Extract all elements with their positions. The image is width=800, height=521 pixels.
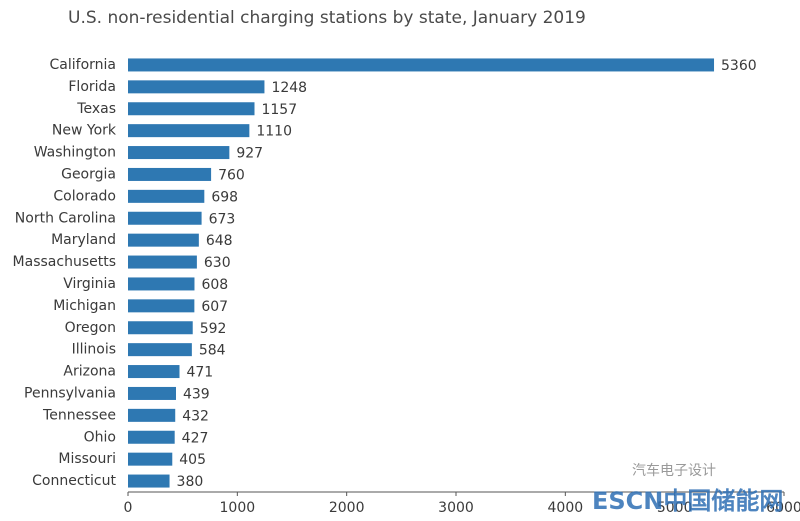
y-tick-label: Florida: [68, 79, 116, 95]
value-label: 698: [211, 189, 238, 205]
y-tick-label: Ohio: [84, 429, 116, 445]
y-tick-label: Tennessee: [42, 407, 116, 423]
value-label: 427: [182, 430, 209, 446]
x-tick-label: 3000: [438, 500, 474, 516]
bar: [128, 167, 212, 181]
value-label: 592: [200, 321, 227, 337]
bar: [128, 321, 193, 335]
bar: [128, 452, 173, 466]
y-tick-label: Colorado: [53, 188, 116, 204]
bar: [128, 386, 176, 400]
bar: [128, 189, 205, 203]
value-label: 608: [201, 277, 228, 293]
bar: [128, 255, 197, 269]
value-label: 432: [182, 408, 209, 424]
bar: [128, 299, 195, 313]
x-tick-label: 1000: [220, 500, 256, 516]
value-label: 630: [204, 255, 231, 271]
bar: [128, 211, 202, 225]
y-tick-label: Washington: [34, 145, 116, 161]
y-tick-label: Georgia: [61, 166, 116, 182]
bar: [128, 58, 715, 72]
value-label: 607: [201, 299, 228, 315]
watermark: ESCN中国储能网: [592, 487, 783, 515]
y-tick-label: Oregon: [65, 320, 116, 336]
y-tick-label: Massachusetts: [13, 254, 116, 270]
bar: [128, 146, 230, 160]
bar: [128, 124, 250, 138]
bar: [128, 277, 195, 291]
value-label: 471: [186, 365, 213, 381]
value-label: 927: [236, 146, 263, 162]
value-label: 1248: [271, 80, 307, 96]
value-label: 673: [209, 211, 236, 227]
y-tick-label: New York: [52, 123, 117, 139]
watermark: 汽车电子设计: [632, 462, 716, 479]
y-tick-label: Virginia: [63, 276, 116, 292]
x-tick-label: 4000: [548, 500, 584, 516]
value-label: 760: [218, 167, 245, 183]
bar: [128, 233, 199, 247]
value-label: 439: [183, 386, 210, 402]
y-tick-label: Texas: [76, 101, 116, 117]
chart-title: U.S. non-residential charging stations b…: [68, 8, 586, 28]
bar: [128, 408, 176, 422]
value-label: 5360: [721, 58, 757, 74]
y-tick-label: Illinois: [72, 342, 116, 358]
y-tick-label: North Carolina: [15, 210, 116, 226]
value-label: 1110: [256, 124, 292, 140]
y-tick-label: Pennsylvania: [24, 385, 116, 401]
value-label: 648: [206, 233, 233, 249]
y-tick-label: Michigan: [53, 298, 116, 314]
y-tick-label: Maryland: [51, 232, 116, 248]
bar: [128, 430, 175, 444]
x-tick-label: 0: [124, 500, 133, 516]
x-tick-label: 6000: [766, 500, 800, 516]
y-tick-label: Connecticut: [32, 473, 116, 489]
bar: [128, 102, 255, 116]
y-tick-label: California: [50, 57, 116, 73]
value-label: 584: [199, 343, 226, 359]
value-label: 380: [177, 474, 204, 490]
bar: [128, 343, 192, 357]
bar: [128, 474, 170, 488]
bar: [128, 365, 180, 379]
y-tick-label: Arizona: [63, 364, 116, 380]
value-label: 1157: [261, 102, 297, 118]
value-label: 405: [179, 452, 206, 468]
bar: [128, 80, 265, 94]
y-tick-label: Missouri: [58, 451, 116, 467]
x-tick-label: 5000: [657, 500, 693, 516]
x-tick-label: 2000: [329, 500, 365, 516]
